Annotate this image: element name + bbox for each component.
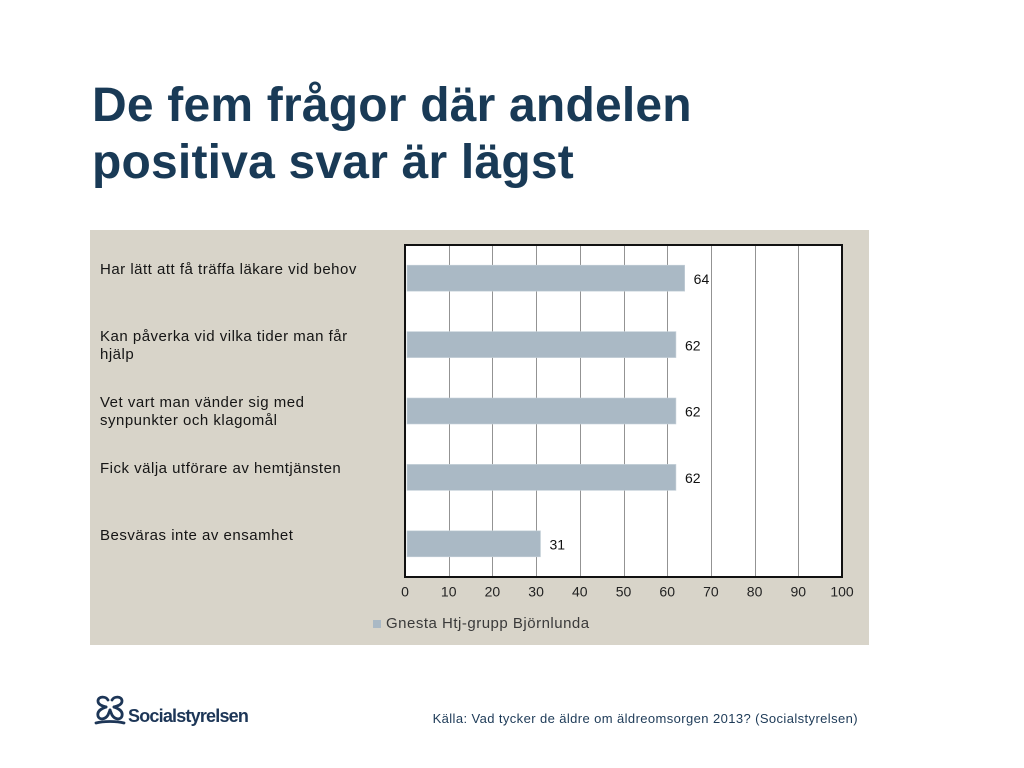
x-tick-label: 50 — [616, 584, 632, 600]
legend-swatch — [373, 620, 381, 628]
x-tick-label: 20 — [485, 584, 501, 600]
bar — [406, 397, 677, 425]
data-label: 64 — [694, 271, 710, 287]
category-label: Vet vart man vänder sig med synpunkter o… — [100, 394, 305, 429]
data-label: 62 — [685, 404, 701, 420]
chart-legend: Gnesta Htj-grupp Björnlunda — [373, 615, 590, 633]
x-tick-label: 80 — [747, 584, 763, 600]
plot-frame — [404, 244, 843, 578]
socialstyrelsen-logo: Socialstyrelsen — [93, 694, 253, 728]
category-label: Kan påverka vid vilka tider man får hjäl… — [100, 327, 348, 363]
data-label: 62 — [685, 470, 701, 486]
x-tick-label: 100 — [830, 584, 854, 600]
legend-label: Gnesta Htj-grupp Björnlunda — [386, 615, 590, 632]
x-tick-label: 30 — [528, 584, 544, 600]
logo-wordmark: Socialstyrelsen — [128, 706, 249, 726]
socialstyrelsen-emblem-icon — [94, 695, 126, 725]
x-tick-label: 0 — [401, 584, 409, 600]
x-tick-label: 70 — [703, 584, 719, 600]
category-label: Fick välja utförare av hemtjänsten — [100, 460, 342, 478]
bar — [406, 464, 677, 491]
x-tick-label: 90 — [791, 584, 807, 600]
x-tick-label: 40 — [572, 584, 588, 600]
source-citation: Källa: Vad tycker de äldre om äldreomsor… — [432, 711, 858, 726]
data-label: 31 — [549, 537, 565, 553]
x-tick-label: 10 — [441, 584, 457, 600]
bar — [406, 530, 541, 558]
slide-title: De fem frågor där andelen positiva svar … — [92, 79, 692, 189]
bar-chart: 64 62 62 62 31 0 10 20 30 40 50 60 70 80 90 100 — [401, 244, 854, 600]
bar — [406, 264, 685, 292]
chart-panel: 64 62 62 62 31 0 10 20 30 40 50 60 70 80 90 100 Gnesta … — [90, 230, 869, 645]
category-label: Besväras inte av ensamhet — [100, 526, 294, 544]
data-label: 62 — [685, 337, 701, 353]
category-label: Har lätt att få träffa läkare vid behov — [100, 261, 357, 279]
bar — [406, 331, 677, 358]
x-tick-label: 60 — [659, 584, 675, 600]
